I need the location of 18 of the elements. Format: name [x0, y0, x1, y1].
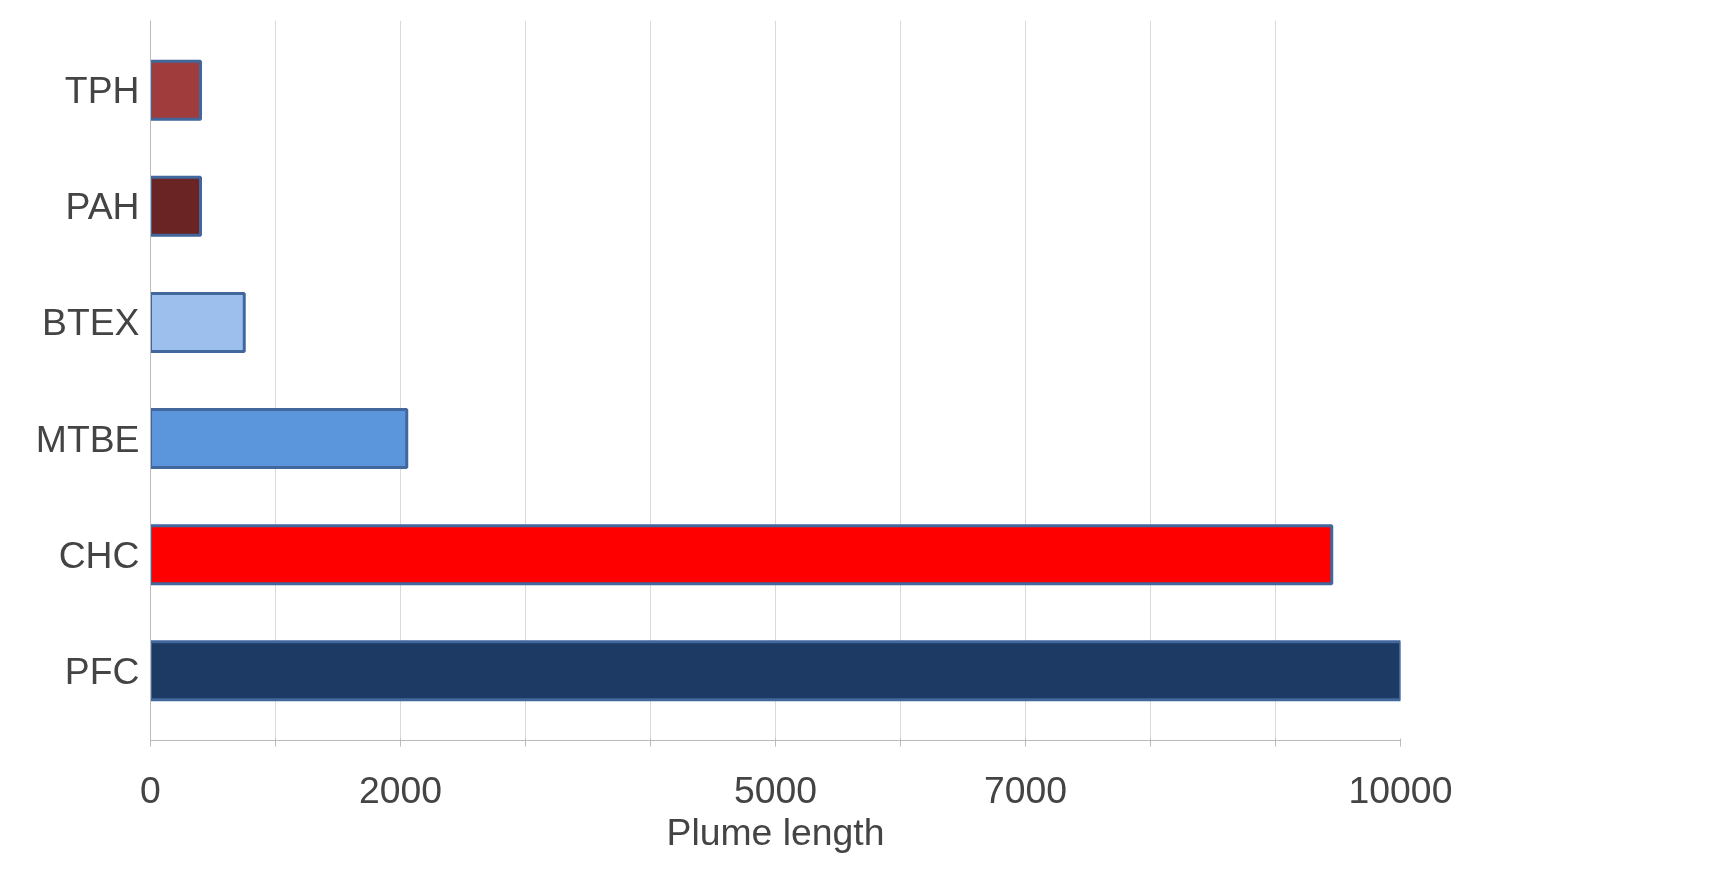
y-tick-label: BTEX [42, 301, 140, 344]
bar [150, 59, 202, 121]
x-tick-label: 7000 [983, 768, 1068, 811]
x-axis-title: Plume length [666, 810, 885, 853]
x-tick-label: 2000 [358, 768, 443, 811]
x-tick-label: 0 [140, 768, 161, 811]
y-tick-label: PFC [64, 649, 140, 692]
y-tick-label: TPH [64, 69, 140, 112]
bar [150, 175, 202, 237]
y-tick-label: CHC [58, 533, 140, 576]
bar [150, 291, 246, 353]
bar [150, 640, 1401, 702]
x-tick-label: 10000 [1348, 768, 1453, 811]
y-tick-label: PAH [65, 185, 140, 228]
y-tick-label: MTBE [35, 417, 140, 460]
x-tick-label: 5000 [733, 768, 818, 811]
bar [150, 408, 409, 470]
bar [150, 524, 1334, 586]
